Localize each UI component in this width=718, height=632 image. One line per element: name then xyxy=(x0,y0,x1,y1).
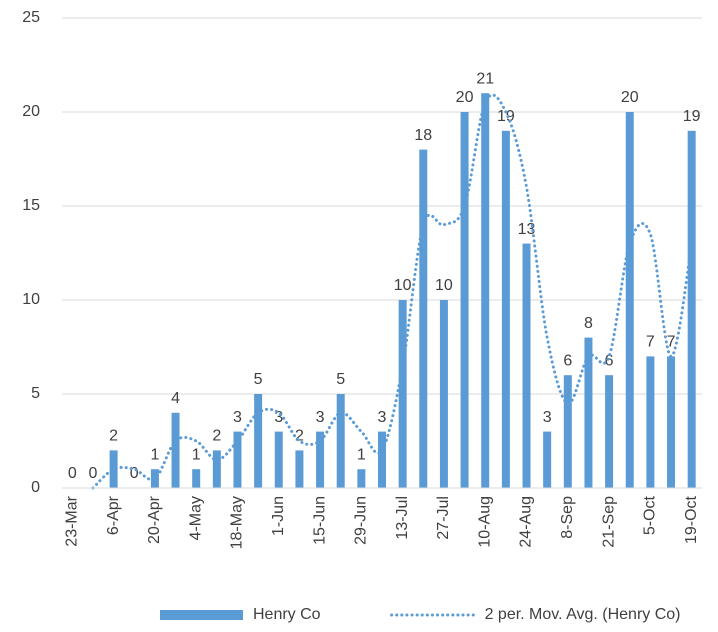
bar xyxy=(543,431,552,488)
data-label: 1 xyxy=(192,446,201,463)
data-label: 5 xyxy=(336,371,345,388)
bar xyxy=(192,469,201,488)
data-label: 7 xyxy=(646,334,655,351)
x-tick-label: 23-Mar xyxy=(64,495,81,546)
data-label: 3 xyxy=(274,409,283,426)
bar xyxy=(481,93,490,488)
bar xyxy=(501,130,510,489)
bar xyxy=(336,394,345,488)
y-tick-label: 25 xyxy=(22,9,40,26)
data-label: 6 xyxy=(563,352,572,369)
x-tick-label: 21-Sep xyxy=(600,496,617,548)
bar xyxy=(398,300,407,488)
bar xyxy=(295,450,304,488)
bar xyxy=(233,431,242,488)
data-label: 4 xyxy=(171,390,180,407)
data-label: 3 xyxy=(543,409,552,426)
bar xyxy=(460,112,469,488)
data-label: 2 xyxy=(109,428,118,445)
bar xyxy=(274,431,283,488)
x-tick-label: 20-Apr xyxy=(146,495,163,544)
y-tick-label: 10 xyxy=(22,291,40,308)
x-tick-label: 1-Jun xyxy=(270,496,287,536)
data-label: 0 xyxy=(68,465,77,482)
bar xyxy=(605,375,614,488)
bar xyxy=(316,431,325,488)
data-label: 3 xyxy=(233,409,242,426)
bar xyxy=(419,149,428,488)
legend-label: Henry Co xyxy=(253,606,321,623)
bar xyxy=(584,337,593,488)
x-tick-label: 4-May xyxy=(187,496,204,540)
x-tick-label: 27-Jul xyxy=(435,496,452,540)
data-label: 0 xyxy=(89,465,98,482)
bar xyxy=(357,469,366,488)
bar xyxy=(254,394,263,488)
bar xyxy=(646,356,655,488)
bar xyxy=(109,450,118,488)
data-label: 20 xyxy=(621,89,639,106)
data-label: 2 xyxy=(295,428,304,445)
data-label: 19 xyxy=(683,108,701,125)
bar xyxy=(687,130,696,489)
x-tick-label: 29-Jun xyxy=(353,496,370,545)
bar xyxy=(522,243,531,488)
data-label: 20 xyxy=(456,89,474,106)
x-tick-label: 19-Oct xyxy=(683,495,700,544)
data-label: 3 xyxy=(316,409,325,426)
y-tick-label: 20 xyxy=(22,103,40,120)
x-tick-label: 13-Jul xyxy=(394,496,411,540)
x-tick-label: 15-Jun xyxy=(311,496,328,545)
y-tick-label: 15 xyxy=(22,197,40,214)
y-tick-label: 5 xyxy=(31,385,40,402)
data-label: 10 xyxy=(435,277,453,294)
x-tick-label: 6-Apr xyxy=(105,495,122,535)
data-label: 2 xyxy=(212,428,221,445)
data-label: 18 xyxy=(414,127,432,144)
bar xyxy=(212,450,221,488)
data-label: 19 xyxy=(497,108,515,125)
bar xyxy=(667,356,676,488)
data-label: 7 xyxy=(667,334,676,351)
data-label: 1 xyxy=(150,446,159,463)
bar xyxy=(150,469,159,488)
x-tick-label: 8-Sep xyxy=(559,496,576,539)
legend-swatch xyxy=(160,610,243,620)
bar xyxy=(625,112,634,488)
data-label: 6 xyxy=(605,352,614,369)
bar xyxy=(563,375,572,488)
x-tick-label: 24-Aug xyxy=(518,496,535,548)
bar xyxy=(378,431,386,488)
data-label: 1 xyxy=(357,446,366,463)
bar xyxy=(171,412,180,488)
data-label: 0 xyxy=(130,465,139,482)
data-label: 13 xyxy=(518,221,536,238)
data-label: 3 xyxy=(378,409,387,426)
data-label: 21 xyxy=(476,70,494,87)
x-tick-label: 10-Aug xyxy=(476,496,493,548)
data-label: 5 xyxy=(254,371,263,388)
x-tick-label: 5-Oct xyxy=(642,495,659,535)
data-label: 10 xyxy=(394,277,412,294)
bar xyxy=(439,300,448,488)
y-tick-label: 0 xyxy=(31,479,40,496)
moving-average-line xyxy=(91,93,694,490)
data-label: 8 xyxy=(584,315,593,332)
x-tick-label: 18-May xyxy=(229,496,246,549)
legend-label: 2 per. Mov. Avg. (Henry Co) xyxy=(485,606,681,623)
